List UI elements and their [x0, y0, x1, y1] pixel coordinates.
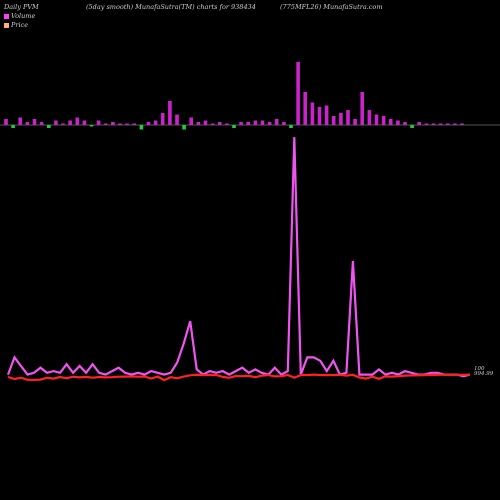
- volume-bar: [310, 102, 315, 125]
- volume-bar: [111, 122, 115, 125]
- volume-bar: [438, 123, 443, 125]
- volume-bar: [132, 123, 136, 125]
- volume-bar: [153, 120, 158, 125]
- volume-bar: [303, 92, 307, 125]
- volume-line-series: [6, 137, 471, 378]
- volume-bar: [331, 116, 336, 125]
- volume-bar: [104, 123, 108, 125]
- legend-volume: Volume: [4, 12, 35, 20]
- chart-title: (5day smooth) MunafaSutra(TM) charts for…: [86, 3, 256, 11]
- legend-volume-swatch: [4, 13, 9, 19]
- volume-bars: [4, 62, 464, 130]
- volume-bar: [125, 123, 129, 125]
- volume-bar: [118, 123, 122, 125]
- volume-bar: [274, 119, 279, 125]
- volume-bar: [160, 113, 165, 125]
- volume-bar: [189, 117, 193, 125]
- volume-bar: [96, 120, 101, 125]
- volume-bar: [225, 123, 229, 125]
- volume-bar: [39, 122, 44, 125]
- volume-bar: [317, 107, 322, 125]
- volume-bar: [146, 122, 151, 125]
- volume-bar: [253, 120, 258, 125]
- volume-bar: [460, 123, 464, 125]
- volume-bar: [431, 123, 436, 125]
- legend-price-swatch: [4, 22, 9, 28]
- volume-bar: [445, 123, 450, 125]
- volume-bar: [367, 110, 372, 125]
- volume-bar: [346, 110, 350, 125]
- volume-bar: [61, 123, 65, 125]
- volume-bar: [47, 125, 51, 128]
- legend-volume-label: Volume: [11, 12, 36, 20]
- volume-bar: [324, 105, 329, 125]
- chart-source: (775MFL26) MunafaSutra.com: [280, 3, 383, 11]
- volume-bar: [25, 122, 30, 125]
- volume-bar: [232, 125, 236, 128]
- volume-bar: [54, 120, 58, 125]
- volume-bar: [217, 122, 222, 125]
- volume-bar: [282, 122, 286, 125]
- volume-bar: [417, 122, 421, 125]
- volume-bar: [32, 119, 37, 125]
- price-line-series: [7, 373, 471, 382]
- volume-bar: [289, 125, 293, 128]
- volume-bar: [182, 125, 186, 130]
- volume-end-label: 100: [474, 366, 485, 372]
- volume-bar: [168, 101, 172, 125]
- volume-bar: [353, 119, 357, 125]
- volume-bar: [239, 122, 243, 125]
- volume-bar: [381, 116, 386, 125]
- volume-bar: [196, 122, 201, 125]
- legend-price: Price: [4, 21, 28, 29]
- price-end-label: 994.99: [474, 371, 494, 377]
- legend-price-label: Price: [11, 21, 29, 29]
- volume-bar: [82, 120, 87, 125]
- volume-bar: [267, 122, 272, 125]
- volume-bar: [360, 92, 364, 125]
- volume-bar: [374, 114, 379, 125]
- volume-bar: [296, 62, 300, 125]
- volume-bar: [410, 125, 414, 128]
- volume-bar: [246, 122, 250, 125]
- volume-bar: [260, 120, 265, 125]
- volume-bar: [68, 120, 72, 125]
- volume-bar: [11, 125, 15, 128]
- volume-bar: [139, 125, 144, 130]
- volume-bar: [4, 119, 8, 125]
- volume-bar: [210, 123, 215, 125]
- volume-bar: [75, 117, 80, 125]
- volume-bar: [424, 123, 429, 125]
- volume-bar: [203, 120, 208, 125]
- volume-bar: [388, 119, 393, 125]
- volume-bar: [403, 122, 407, 125]
- volume-bar: [89, 125, 94, 127]
- volume-bar: [175, 114, 179, 125]
- volume-bar: [396, 120, 400, 125]
- chart-type-label: Daily PVM: [4, 3, 39, 11]
- volume-bar: [339, 113, 343, 125]
- volume-bar: [18, 117, 22, 125]
- volume-bar: [453, 123, 457, 125]
